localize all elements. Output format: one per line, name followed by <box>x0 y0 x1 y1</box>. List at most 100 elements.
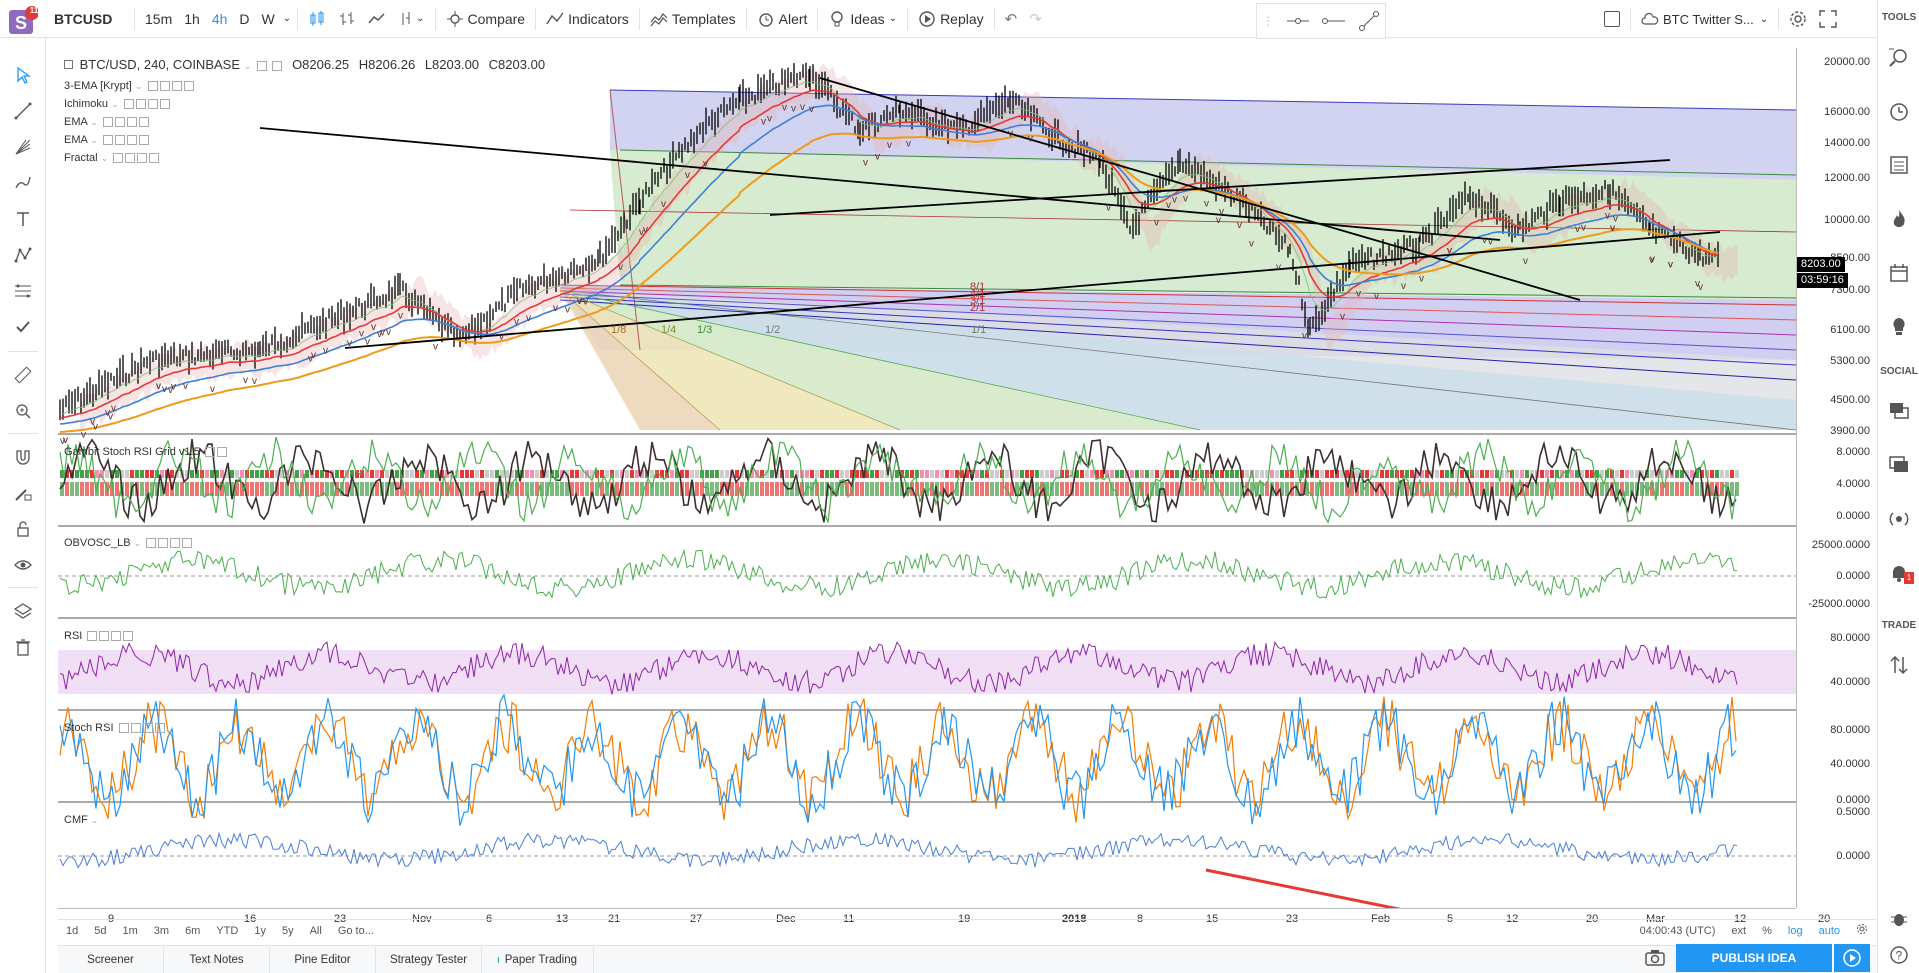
study-legend-item[interactable]: EMA ⌄ <box>64 116 194 134</box>
data-window-button[interactable] <box>1884 150 1914 180</box>
study-legend-item[interactable]: 3-EMA [Krypt] ⌄ <box>64 80 194 98</box>
interval-15m[interactable]: 15m <box>145 10 173 27</box>
settings-button[interactable] <box>1783 0 1813 38</box>
legend-collapse-icon[interactable] <box>64 60 73 69</box>
pane-add-icon[interactable] <box>111 631 122 642</box>
pitchfork-tool[interactable] <box>8 132 38 162</box>
study-settings-icon[interactable] <box>125 153 136 164</box>
symbol-search[interactable]: BTCUSD <box>54 10 113 27</box>
candle-style-button[interactable] <box>302 0 332 38</box>
study-legend-item[interactable]: Fractal ⌄ <box>64 152 194 170</box>
publish-idea-button[interactable]: PUBLISH IDEA <box>1676 944 1832 972</box>
study-add-icon[interactable] <box>147 99 158 110</box>
horizontal-ray-icon[interactable] <box>1285 14 1311 28</box>
study-eye-icon[interactable] <box>147 81 158 92</box>
bar-style-button[interactable] <box>332 0 362 38</box>
stay-in-drawing-mode[interactable] <box>8 312 38 342</box>
range-3m[interactable]: 3m <box>153 924 170 937</box>
line-style-button[interactable] <box>362 0 392 38</box>
indicators-button[interactable]: Indicators <box>540 0 635 38</box>
pane-eye-icon[interactable] <box>87 631 98 642</box>
range-1d[interactable]: 1d <box>66 924 79 937</box>
watchlist-button[interactable] <box>1884 42 1914 72</box>
tab-pine-editor[interactable]: Pine Editor <box>270 947 376 973</box>
hide-drawings-tool[interactable] <box>8 550 38 580</box>
study-close-icon[interactable] <box>183 81 194 92</box>
interval-1h[interactable]: 1h <box>184 10 200 27</box>
alert-button[interactable]: Alert <box>751 0 814 38</box>
ext-hours-toggle[interactable]: ext <box>1731 924 1747 937</box>
pane-close-icon[interactable] <box>182 538 193 549</box>
legend-eye-icon[interactable] <box>256 60 267 71</box>
range-5d[interactable]: 5d <box>94 924 107 937</box>
trend-line-icon[interactable] <box>1358 10 1380 32</box>
interval-dropdown[interactable]: ⌄ <box>282 13 292 24</box>
trading-panel-button[interactable] <box>1884 650 1914 680</box>
interval-4h[interactable]: 4h <box>211 10 228 27</box>
study-close-icon[interactable] <box>138 117 149 128</box>
pane-settings-icon[interactable] <box>99 631 110 642</box>
notifications-button[interactable]: 1 <box>1884 558 1914 588</box>
drag-handle-icon[interactable]: ⋮ <box>1262 14 1275 28</box>
study-eye-icon[interactable] <box>102 117 113 128</box>
pane-settings-icon[interactable] <box>158 538 169 549</box>
pane-close-icon[interactable] <box>123 631 134 642</box>
study-legend-item[interactable]: Ichimoku ⌄ <box>64 98 194 116</box>
pane-eye-icon[interactable] <box>118 723 129 734</box>
compare-button[interactable]: Compare <box>440 0 532 38</box>
measure-tool[interactable] <box>8 360 38 390</box>
study-add-icon[interactable] <box>126 135 137 146</box>
study-legend-item[interactable]: EMA ⌄ <box>64 134 194 152</box>
tab-text-notes[interactable]: Text Notes <box>164 947 270 973</box>
layout-selector[interactable]: BTC Twitter S... ⌄ <box>1635 0 1774 38</box>
range-6m[interactable]: 6m <box>185 924 201 937</box>
tab-screener[interactable]: Screener <box>58 947 164 973</box>
study-settings-icon[interactable] <box>135 99 146 110</box>
more-styles-button[interactable]: ⌄ <box>392 0 430 38</box>
ideas-button[interactable]: Ideas ⌄ <box>822 0 903 38</box>
study-eye-icon[interactable] <box>102 135 113 146</box>
pane-add-icon[interactable] <box>142 723 153 734</box>
pane-settings-icon[interactable] <box>130 723 141 734</box>
broadcast-button[interactable] <box>1884 504 1914 534</box>
range-1y[interactable]: 1y <box>254 924 266 937</box>
cursor-tool[interactable] <box>8 60 38 90</box>
range-ytd[interactable]: YTD <box>216 924 239 937</box>
study-add-icon[interactable] <box>137 153 148 164</box>
interval-d[interactable]: D <box>239 10 250 27</box>
pane-eye-icon[interactable] <box>146 538 157 549</box>
streams-button[interactable] <box>1884 450 1914 480</box>
pane-label-rsi[interactable]: RSI <box>64 630 134 642</box>
tab-strategy-tester[interactable]: Strategy Tester <box>376 947 482 973</box>
publish-options-button[interactable] <box>1834 944 1870 972</box>
study-add-icon[interactable] <box>171 81 182 92</box>
ray-icon[interactable] <box>1321 14 1347 28</box>
replay-button[interactable]: Replay <box>912 0 990 38</box>
study-settings-icon[interactable] <box>114 135 125 146</box>
pane-label-obvosc[interactable]: OBVOSC_LB ⌄ <box>64 537 193 549</box>
pane-label-stochrsi[interactable]: Stoch RSI <box>64 722 165 734</box>
legend-settings-icon[interactable] <box>272 60 283 71</box>
tab-paper-trading[interactable]: Paper Trading <box>482 947 594 973</box>
legend-dropdown-icon[interactable]: ⌄ <box>243 61 252 71</box>
pane-add-icon[interactable] <box>170 538 181 549</box>
study-close-icon[interactable] <box>159 99 170 110</box>
redo-button[interactable]: ↷ <box>1029 10 1042 28</box>
templates-button[interactable]: Templates <box>644 0 742 38</box>
price-axis[interactable]: 20000.00 16000.00 14000.00 12000.00 1000… <box>1796 48 1876 908</box>
chats-button[interactable] <box>1884 396 1914 426</box>
ideas-stream-button[interactable] <box>1884 312 1914 342</box>
fullscreen-checkbox[interactable] <box>1598 0 1626 38</box>
help-button[interactable]: ? <box>1884 940 1914 970</box>
auto-scale-toggle[interactable]: auto <box>1818 924 1840 937</box>
fullscreen-button[interactable] <box>1813 0 1843 38</box>
pane-eye-icon[interactable] <box>204 447 215 458</box>
prediction-tool[interactable] <box>8 276 38 306</box>
text-tool[interactable] <box>8 204 38 234</box>
lock-tool[interactable] <box>8 514 38 544</box>
bug-report-button[interactable] <box>1884 904 1914 934</box>
pane-close-icon[interactable] <box>216 447 227 458</box>
undo-button[interactable]: ↶ <box>1004 10 1018 28</box>
go-to-date-button[interactable]: Go to... <box>337 924 374 937</box>
